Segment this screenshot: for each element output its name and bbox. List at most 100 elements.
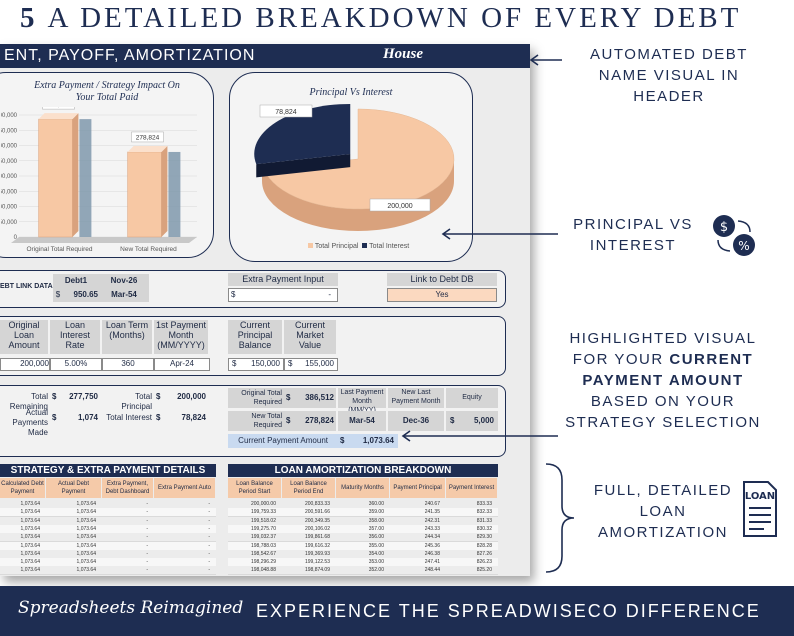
extra-payment-label: Extra Payment Input: [228, 273, 338, 286]
interest-rate-input[interactable]: 5.00%: [50, 358, 102, 371]
loan-amount-input[interactable]: 200,000: [0, 358, 50, 371]
sheet-header: ENT, PAYOFF, AMORTIZATION House: [0, 44, 530, 68]
table-cell: 1,073.64: [76, 525, 96, 532]
bar-chart-title-line2: Your Total Paid: [75, 92, 139, 103]
pie-data-label-principal: 200,000: [387, 203, 412, 210]
table-cell: 825.20: [476, 567, 492, 574]
table-cell: 831.33: [476, 517, 492, 524]
new-last-month-value: Dec-36: [388, 411, 444, 431]
table-column-header: Loan Balance Period Start: [228, 478, 281, 498]
debt-link-label: EBT LINK DATA: [0, 283, 53, 290]
table-column-header: Payment Principal: [390, 478, 445, 498]
table-cell: 833.33: [476, 501, 492, 507]
table-cell: 352.00: [368, 567, 384, 574]
table-cell: 356.00: [368, 534, 384, 541]
annotation-3-line-1: HIGHLIGHTED VISUAL: [569, 330, 757, 347]
y-tick-label: 50,000: [1, 220, 18, 226]
loan-term-input[interactable]: 360: [102, 358, 154, 371]
table-cell: 359.00: [368, 509, 384, 516]
annotation-3-line-2a: FOR YOUR: [572, 351, 670, 368]
bar-shadow: [79, 119, 92, 237]
table-cell: 1,073.64: [76, 534, 96, 541]
table-cell: -: [208, 542, 210, 549]
table-cell: -: [146, 509, 148, 516]
data-label-box: [42, 107, 75, 110]
table-cell: 248.44: [424, 567, 440, 574]
table-column-header: Loan Balance Period End: [282, 478, 335, 498]
pie-slice-principal: [263, 108, 455, 210]
bar-top: [127, 145, 168, 152]
table-cell: 243.33: [424, 525, 440, 532]
actual-payments-dollar: $: [52, 413, 57, 422]
equity-value: 5,000: [473, 416, 494, 425]
principal-balance-header: Current Principal Balance: [228, 320, 282, 354]
debt-date2: Mar-54: [111, 290, 137, 299]
y-tick-label: 00,000: [1, 113, 18, 119]
table-cell: 1,073.64: [20, 517, 40, 524]
dollar-sign: $: [55, 290, 61, 299]
table-cell: 198,788.03: [250, 542, 276, 549]
table-cell: -: [208, 550, 210, 557]
principal-dollar-sign: $: [232, 359, 237, 368]
debt-date1: Nov-26: [110, 276, 138, 285]
table-cell: 1,073.64: [20, 534, 40, 541]
total-principal-label: Total Principal: [121, 392, 152, 411]
debt-amount: 950.65: [73, 290, 98, 299]
y-tick-label: 50,000: [1, 159, 18, 165]
footer-banner: Spreadsheets Reimagined EXPERIENCE THE S…: [0, 586, 794, 636]
link-to-debt-db-select[interactable]: Yes: [387, 288, 497, 302]
arrow-left-icon: [401, 430, 558, 442]
principal-balance-input[interactable]: $ 150,000: [228, 358, 284, 371]
heading-text: A DETAILED BREAKDOWN OF EVERY DEBT: [47, 2, 742, 34]
table-cell: -: [146, 550, 148, 557]
table-cell: 354.00: [368, 550, 384, 557]
table-cell: -: [208, 567, 210, 574]
y-tick-label: 50,000: [1, 128, 18, 134]
extra-dollar-sign: $: [231, 290, 236, 299]
strategy-table-title: STRATEGY & EXTRA PAYMENT DETAILS: [0, 464, 216, 477]
annotation-1-line-3: HEADER: [633, 88, 705, 105]
new-total-label: New Total Required: [251, 413, 282, 429]
y-tick-label: 00,000: [1, 205, 18, 211]
y-tick-label: 00,000: [1, 174, 18, 180]
new-total-dollar: $: [286, 416, 291, 425]
table-cell: -: [208, 501, 210, 507]
table-cell: -: [146, 517, 148, 524]
table-row: 1,073.64 1,073.64 - -: [0, 566, 216, 576]
table-cell: -: [146, 525, 148, 532]
bar-top: [38, 113, 79, 120]
current-payment-value: 1,073.64: [362, 436, 394, 445]
orig-total-block: [228, 388, 336, 408]
first-payment-input[interactable]: Apr-24: [154, 358, 210, 371]
pie-side: [262, 159, 454, 231]
amortization-table-body: 200,000.00 200,833.33 360.00 240.67 833.33 19…: [228, 500, 498, 576]
table-cell: 828.28: [476, 542, 492, 549]
table-cell: 829.30: [476, 534, 492, 541]
bar-data-label: 386,512: [47, 107, 71, 109]
table-cell: 199,518.02: [250, 517, 276, 524]
market-value-input[interactable]: $ 155,000: [284, 358, 338, 371]
annotation-3-line-2b: CURRENT: [669, 351, 754, 368]
pie-slice-interest-side: [256, 153, 351, 178]
orig-total-dollar: $: [286, 393, 291, 402]
loan-term-header: Loan Term (Months): [102, 320, 152, 354]
pie-legend: Total Principal Total Interest: [308, 243, 409, 250]
table-cell: -: [146, 501, 148, 507]
table-cell: 199,616.32: [304, 542, 330, 549]
current-payment-dollar: $: [340, 436, 345, 445]
table-cell: -: [146, 567, 148, 574]
table-cell: 1,073.64: [76, 567, 96, 574]
total-interest-label: Total Interest: [106, 413, 152, 422]
total-principal-value: 200,000: [177, 392, 206, 401]
annotation-4-line-3: AMORTIZATION: [598, 524, 728, 541]
icon-percent: %: [738, 239, 749, 253]
table-cell: -: [208, 517, 210, 524]
extra-payment-input[interactable]: $ -: [228, 288, 338, 302]
table-cell: 1,073.64: [76, 542, 96, 549]
data-label-box: [259, 104, 313, 118]
table-cell: 199,369.93: [304, 550, 330, 557]
table-cell: 199,275.70: [250, 525, 276, 532]
table-cell: 200,000.00: [250, 501, 276, 507]
bar-side: [161, 145, 168, 237]
annotation-1-line-2: NAME VISUAL IN: [598, 67, 740, 84]
